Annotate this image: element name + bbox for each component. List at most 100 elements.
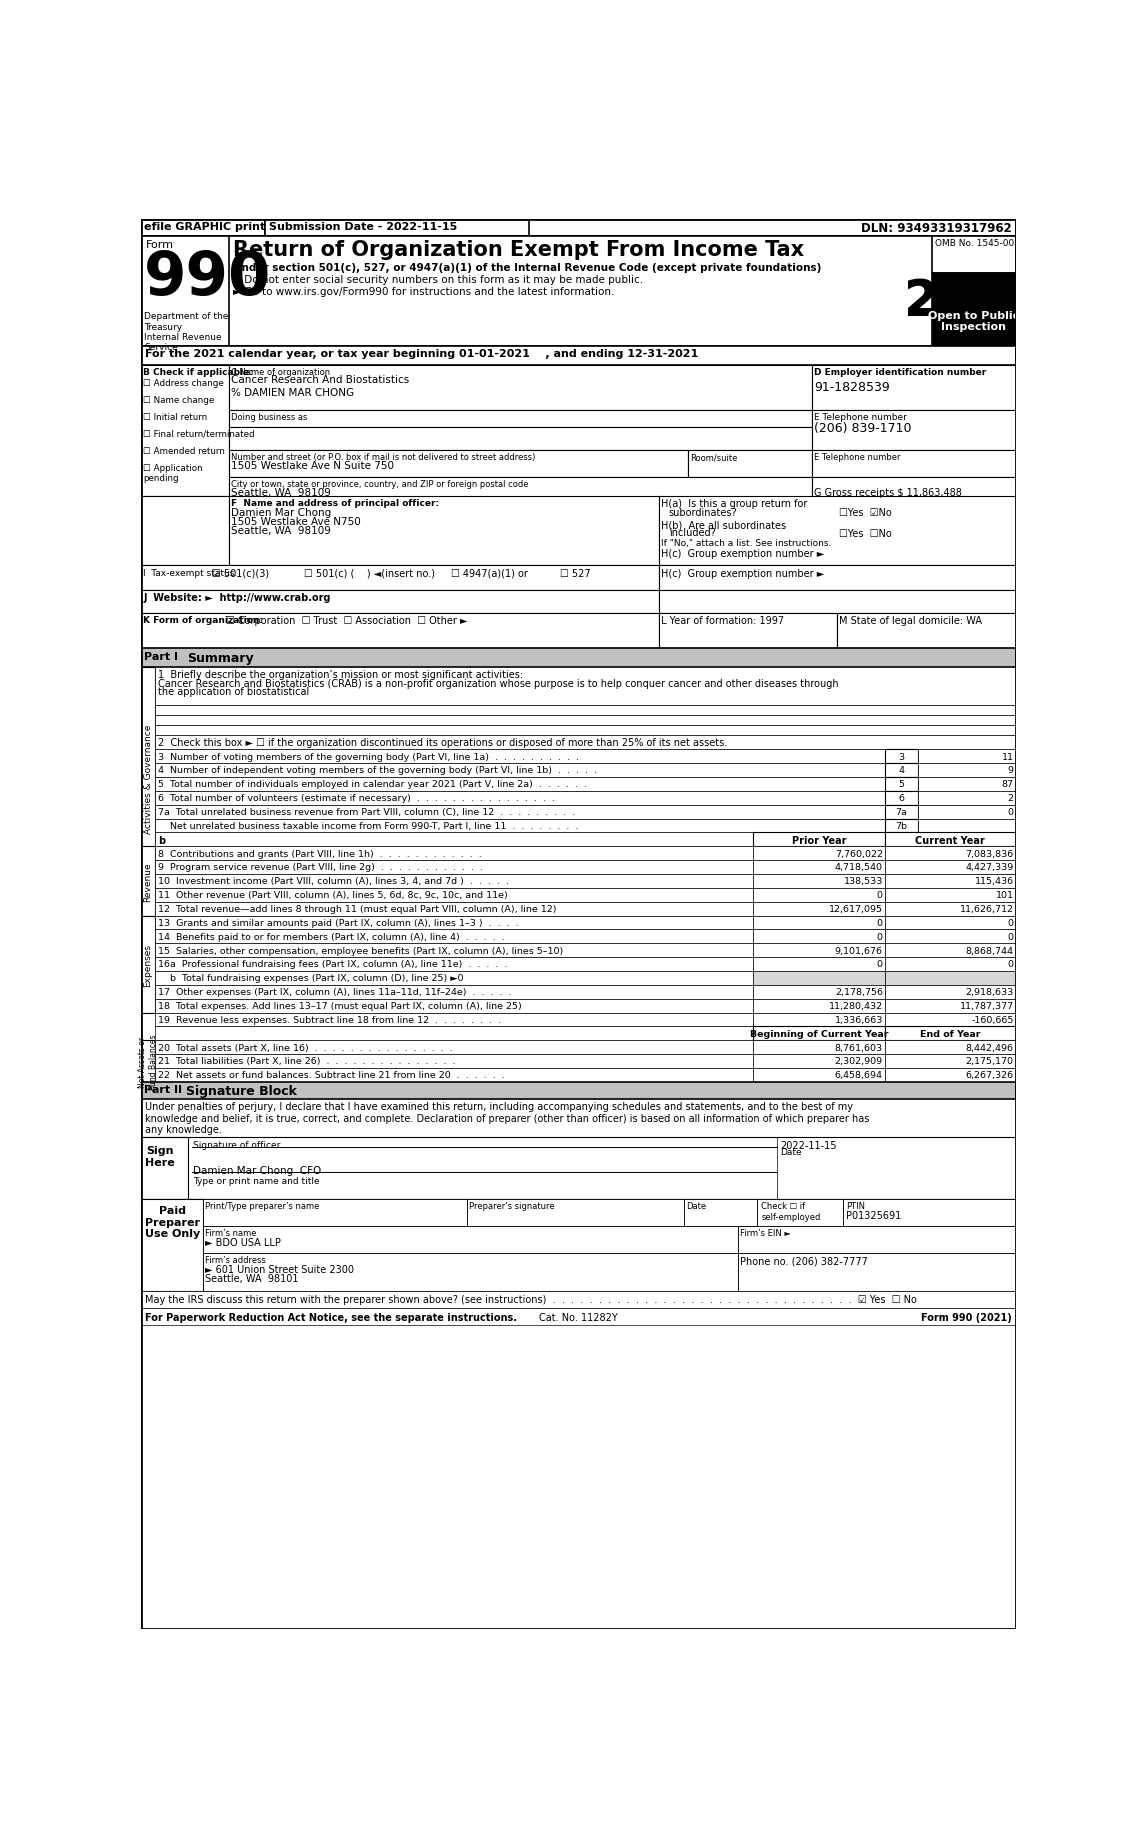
- Text: 13  Grants and similar amounts paid (Part IX, column (A), lines 1–3 )  .  .  .  : 13 Grants and similar amounts paid (Part…: [158, 919, 519, 928]
- Bar: [141, 1199, 1016, 1292]
- Bar: [155, 778, 885, 791]
- Text: 4: 4: [899, 767, 904, 774]
- Text: 2,178,756: 2,178,756: [834, 988, 883, 997]
- Text: Sign
Here: Sign Here: [145, 1146, 175, 1168]
- Bar: [155, 944, 753, 957]
- Text: ☐ Amended return: ☐ Amended return: [143, 447, 226, 456]
- Text: 21  Total liabilities (Part X, line 26)  .  .  .  .  .  .  .  .  .  .  .  .  .  : 21 Total liabilities (Part X, line 26) .…: [158, 1058, 456, 1065]
- Bar: [885, 944, 1016, 957]
- Bar: [155, 972, 753, 985]
- Bar: [155, 727, 1016, 736]
- Text: 0: 0: [1008, 807, 1014, 816]
- Bar: [753, 833, 885, 847]
- Text: Signature Block: Signature Block: [186, 1085, 297, 1098]
- Text: Phone no. (206) 382-7777: Phone no. (206) 382-7777: [741, 1255, 868, 1266]
- Bar: [885, 917, 1016, 930]
- Text: 7a  Total unrelated business revenue from Part VIII, column (C), line 12  .  .  : 7a Total unrelated business revenue from…: [158, 807, 576, 816]
- Bar: [885, 750, 918, 763]
- Text: ☐ 4947(a)(1) or: ☐ 4947(a)(1) or: [452, 569, 528, 578]
- Bar: [885, 805, 918, 820]
- Bar: [155, 917, 753, 930]
- Bar: [885, 1027, 1016, 1041]
- Text: Under section 501(c), 527, or 4947(a)(1) of the Internal Revenue Code (except pr: Under section 501(c), 527, or 4947(a)(1)…: [233, 264, 821, 273]
- Bar: [141, 1041, 155, 1082]
- Bar: [229, 410, 812, 428]
- Text: G Gross receipts $ 11,863,488: G Gross receipts $ 11,863,488: [814, 487, 962, 498]
- Text: 1  Briefly describe the organization’s mission or most significant activities:: 1 Briefly describe the organization’s mi…: [158, 670, 524, 679]
- Text: 87: 87: [1001, 780, 1014, 789]
- Text: ☐ Application
pending: ☐ Application pending: [143, 463, 203, 483]
- Bar: [753, 860, 885, 875]
- Text: 2022-11-15: 2022-11-15: [780, 1140, 837, 1149]
- Text: 2,302,909: 2,302,909: [834, 1058, 883, 1065]
- Text: J  Website: ►  http://www.crab.org: J Website: ► http://www.crab.org: [143, 593, 331, 602]
- Text: ☐ Initial return: ☐ Initial return: [143, 414, 208, 421]
- Text: Firm’s EIN ►: Firm’s EIN ►: [741, 1228, 791, 1237]
- Bar: [885, 763, 918, 778]
- Text: 7b: 7b: [895, 822, 908, 831]
- Bar: [842, 1199, 1016, 1226]
- Text: 11: 11: [1001, 752, 1014, 761]
- Text: Prior Year: Prior Year: [793, 834, 847, 845]
- Bar: [812, 450, 1016, 478]
- Bar: [753, 999, 885, 1014]
- Text: 9  Program service revenue (Part VIII, line 2g)  .  .  .  .  .  .  .  .  .  .  .: 9 Program service revenue (Part VIII, li…: [158, 864, 483, 871]
- Bar: [918, 750, 1016, 763]
- Text: Department of the
Treasury
Internal Revenue
Service: Department of the Treasury Internal Reve…: [145, 311, 228, 351]
- Bar: [885, 930, 1016, 944]
- Text: L Year of formation: 1997: L Year of formation: 1997: [662, 617, 785, 626]
- Text: Date: Date: [686, 1202, 706, 1211]
- Text: 8,868,744: 8,868,744: [965, 946, 1014, 955]
- Text: Net Assets or
Fund Balances: Net Assets or Fund Balances: [139, 1034, 158, 1089]
- Text: Activities & Governance: Activities & Governance: [143, 725, 152, 834]
- Text: Beginning of Current Year: Beginning of Current Year: [750, 1028, 889, 1038]
- Bar: [753, 930, 885, 944]
- Text: Doing business as: Doing business as: [231, 414, 307, 421]
- Text: Form: Form: [146, 240, 174, 249]
- Text: If "No," attach a list. See instructions.: If "No," attach a list. See instructions…: [662, 540, 832, 547]
- Text: 0: 0: [877, 961, 883, 968]
- Bar: [753, 875, 885, 888]
- Text: Cancer Research And Biostatistics: Cancer Research And Biostatistics: [231, 375, 410, 384]
- Bar: [738, 1226, 1016, 1254]
- Bar: [141, 236, 1016, 346]
- Bar: [141, 613, 659, 650]
- Text: 3  Number of voting members of the governing body (Part VI, line 1a)  .  .  .  .: 3 Number of voting members of the govern…: [158, 752, 579, 761]
- Bar: [812, 366, 1016, 410]
- Text: Open to Public
Inspection: Open to Public Inspection: [928, 311, 1019, 331]
- Bar: [141, 1100, 1016, 1138]
- Text: Seattle, WA  98109: Seattle, WA 98109: [231, 487, 331, 498]
- Bar: [885, 888, 1016, 902]
- Bar: [155, 1041, 753, 1054]
- Text: 5  Total number of individuals employed in calendar year 2021 (Part V, line 2a) : 5 Total number of individuals employed i…: [158, 780, 587, 789]
- Bar: [141, 668, 155, 891]
- Bar: [141, 847, 155, 917]
- Text: H(c)  Group exemption number ►: H(c) Group exemption number ►: [662, 549, 824, 558]
- Bar: [918, 791, 1016, 805]
- Text: 101: 101: [996, 891, 1014, 900]
- Bar: [155, 957, 753, 972]
- Bar: [141, 650, 1016, 668]
- Text: Net unrelated business taxable income from Form 990-T, Part I, line 11  .  .  . : Net unrelated business taxable income fr…: [158, 822, 578, 831]
- Bar: [659, 591, 1016, 613]
- Bar: [885, 833, 1016, 847]
- Bar: [885, 957, 1016, 972]
- Bar: [885, 1014, 1016, 1027]
- Text: Damien Mar Chong: Damien Mar Chong: [231, 507, 331, 518]
- Bar: [203, 1226, 738, 1254]
- Text: Print/Type preparer’s name: Print/Type preparer’s name: [205, 1202, 320, 1211]
- Text: Part I: Part I: [145, 651, 178, 661]
- Text: 11,626,712: 11,626,712: [960, 904, 1014, 913]
- Text: 6,267,326: 6,267,326: [965, 1071, 1014, 1080]
- Text: ☐ Address change: ☐ Address change: [143, 379, 225, 388]
- Bar: [738, 1254, 1016, 1292]
- Text: 7,760,022: 7,760,022: [834, 849, 883, 858]
- Text: 2,175,170: 2,175,170: [965, 1058, 1014, 1065]
- Bar: [203, 1254, 738, 1292]
- Text: 11,280,432: 11,280,432: [829, 1001, 883, 1010]
- Bar: [155, 1054, 753, 1069]
- Text: ► 601 Union Street Suite 2300: ► 601 Union Street Suite 2300: [205, 1265, 355, 1274]
- Bar: [155, 805, 885, 820]
- Text: 9,101,676: 9,101,676: [834, 946, 883, 955]
- Text: b  Total fundraising expenses (Part IX, column (D), line 25) ►0: b Total fundraising expenses (Part IX, c…: [158, 974, 464, 983]
